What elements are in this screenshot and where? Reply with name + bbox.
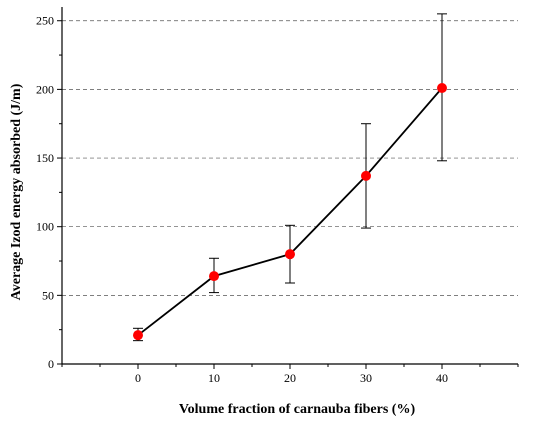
ticks: 0 50 100 150 200 250 0 10 20 30 40 [36,14,519,385]
series [133,13,447,342]
series-line-0 [137,87,443,336]
data-point-4 [437,83,447,94]
y-tick-label-2: 100 [36,220,54,234]
axes [61,7,518,365]
x-tick-label-2: 20 [284,371,296,385]
x-tick-label-1: 10 [208,371,220,385]
data-point-3 [361,170,371,181]
y-tick-label-1: 50 [42,288,54,302]
y-tick-label-0: 0 [48,357,54,371]
y-tick-label-3: 150 [36,151,54,165]
data-point-2 [285,249,295,260]
y-axis-title: Average Izod energy absorbed (J/m) [9,83,24,300]
data-point-0 [133,330,143,341]
y-tick-label-4: 200 [36,82,54,96]
x-tick-label-3: 30 [360,371,372,385]
x-tick-label-0: 0 [135,371,141,385]
y-tick-label-5: 250 [36,14,54,28]
data-point-1 [209,271,219,282]
x-axis-title: Volume fraction of carnauba fibers (%) [179,402,416,417]
x-tick-label-4: 40 [436,371,448,385]
